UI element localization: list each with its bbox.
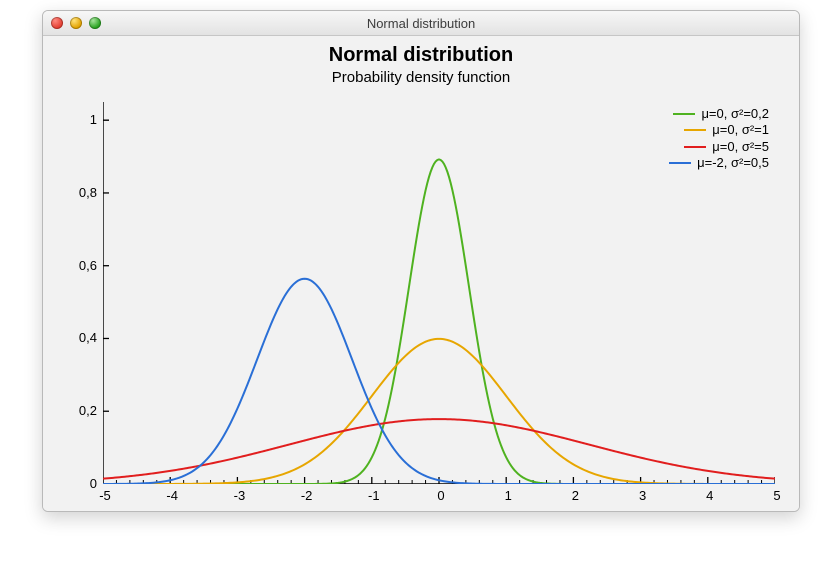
legend-swatch xyxy=(684,129,706,131)
minimize-icon[interactable] xyxy=(70,17,82,29)
legend-swatch xyxy=(669,162,691,164)
x-tick-label: 5 xyxy=(767,488,787,503)
window-title: Normal distribution xyxy=(43,16,799,31)
legend: μ=0, σ²=0,2μ=0, σ²=1μ=0, σ²=5μ=-2, σ²=0,… xyxy=(669,106,769,171)
stage: Normal distribution Normal distribution … xyxy=(0,0,840,571)
x-tick-label: -2 xyxy=(297,488,317,503)
y-tick-label: 0,8 xyxy=(79,185,97,200)
titlebar: Normal distribution xyxy=(43,11,799,36)
chart-plot: μ=0, σ²=0,2μ=0, σ²=1μ=0, σ²=5μ=-2, σ²=0,… xyxy=(103,102,775,484)
y-tick-label: 0,2 xyxy=(79,403,97,418)
close-icon[interactable] xyxy=(51,17,63,29)
y-tick-label: 0,4 xyxy=(79,330,97,345)
x-tick-label: 3 xyxy=(633,488,653,503)
series-line-0 xyxy=(103,159,775,484)
legend-item: μ=0, σ²=5 xyxy=(669,139,769,155)
y-tick-label: 1 xyxy=(90,112,97,127)
traffic-lights xyxy=(43,17,101,29)
app-window: Normal distribution Normal distribution … xyxy=(42,10,800,512)
zoom-icon[interactable] xyxy=(89,17,101,29)
y-tick-label: 0,6 xyxy=(79,258,97,273)
legend-item: μ=0, σ²=0,2 xyxy=(669,106,769,122)
legend-label: μ=-2, σ²=0,5 xyxy=(697,155,769,171)
chart-subtitle: Probability density function xyxy=(43,69,799,86)
x-tick-label: -5 xyxy=(95,488,115,503)
x-tick-label: 4 xyxy=(700,488,720,503)
legend-swatch xyxy=(673,113,695,115)
legend-label: μ=0, σ²=0,2 xyxy=(701,106,769,122)
legend-item: μ=0, σ²=1 xyxy=(669,122,769,138)
legend-swatch xyxy=(684,146,706,148)
x-tick-label: 2 xyxy=(565,488,585,503)
x-tick-label: -4 xyxy=(162,488,182,503)
chart-title: Normal distribution xyxy=(43,36,799,67)
x-tick-label: -3 xyxy=(229,488,249,503)
legend-item: μ=-2, σ²=0,5 xyxy=(669,155,769,171)
x-tick-label: -1 xyxy=(364,488,384,503)
x-tick-label: 1 xyxy=(498,488,518,503)
legend-label: μ=0, σ²=1 xyxy=(712,122,769,138)
y-ticks xyxy=(103,120,109,484)
x-tick-label: 0 xyxy=(431,488,451,503)
window-content: Normal distribution Probability density … xyxy=(43,36,799,512)
series-line-3 xyxy=(103,279,775,484)
legend-label: μ=0, σ²=5 xyxy=(712,139,769,155)
series-line-2 xyxy=(103,419,775,479)
